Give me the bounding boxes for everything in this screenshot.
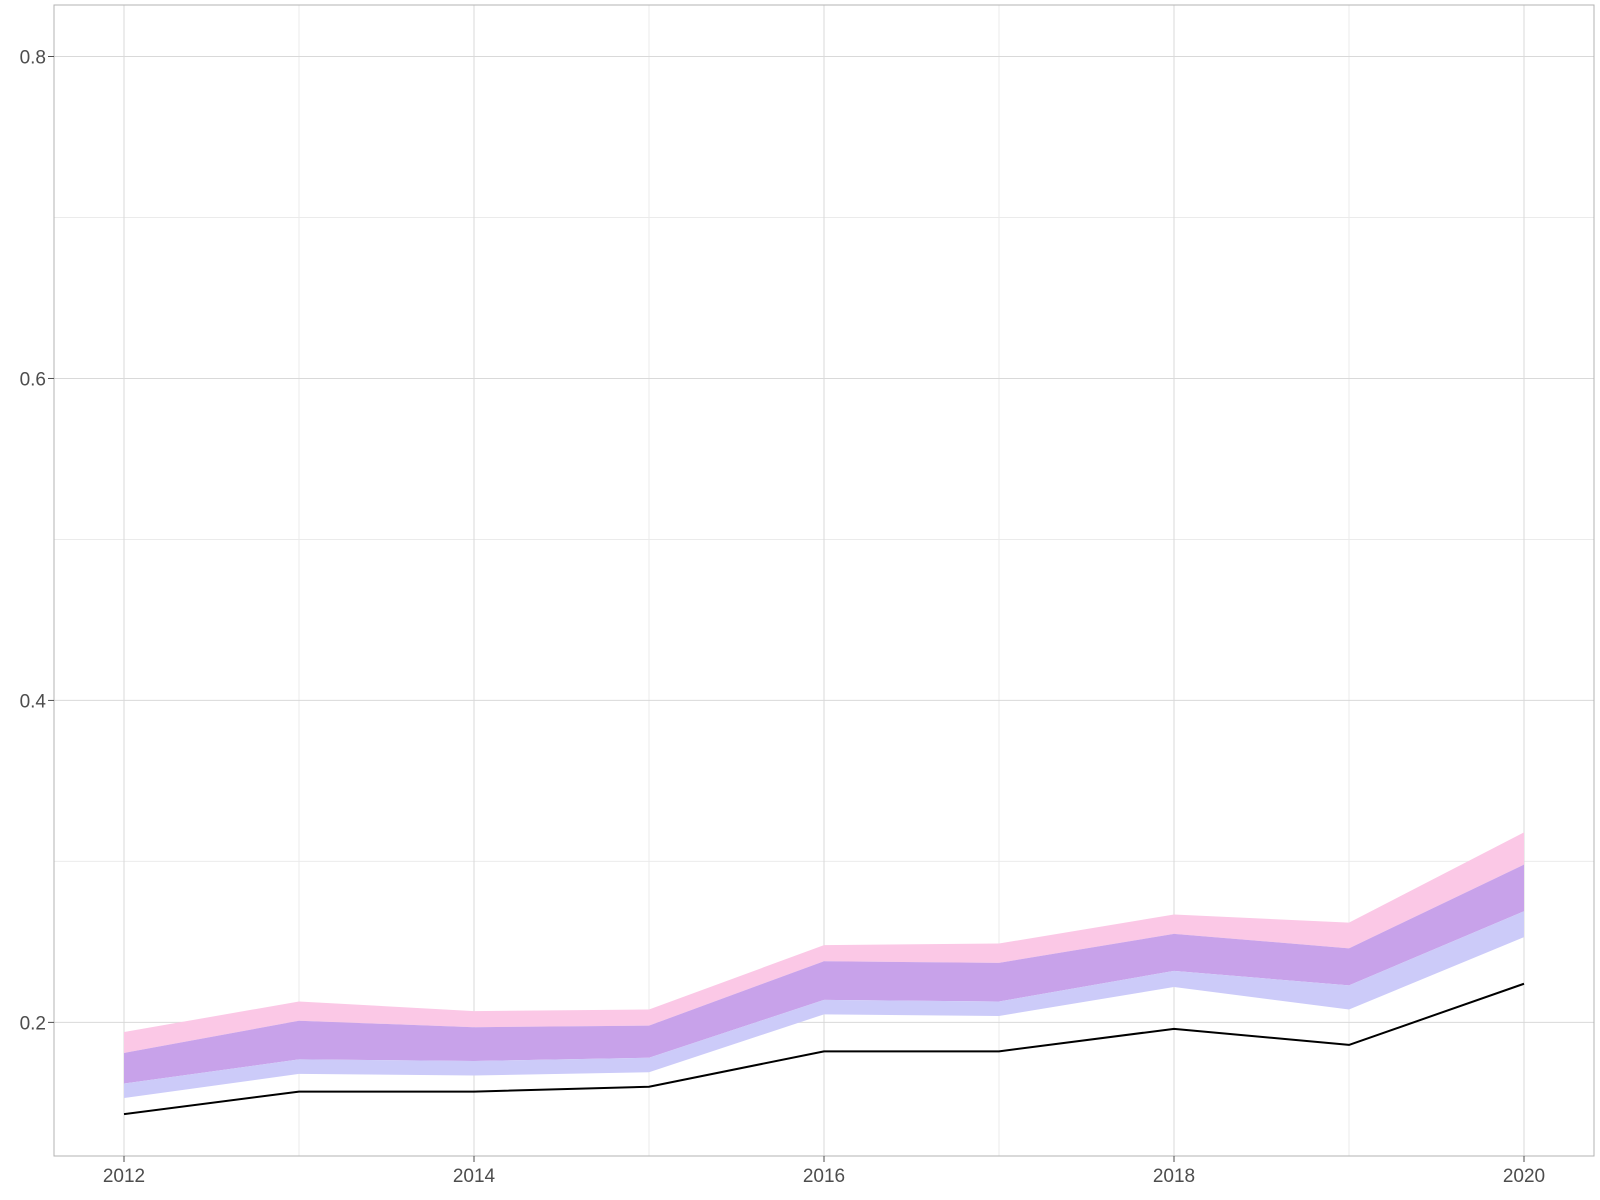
- x-tick-label: 2020: [1503, 1166, 1545, 1187]
- y-tick-label: 0.2: [20, 1013, 46, 1034]
- y-tick-label: 0.8: [20, 48, 46, 69]
- series-lines: [123, 982, 1525, 1116]
- x-tick-label: 2016: [803, 1166, 845, 1187]
- x-axis: 2012 2014 2016 2018 2020: [103, 1156, 1545, 1187]
- band-3: [124, 911, 1524, 1099]
- confidence-bands: [124, 832, 1524, 1099]
- plot-area: [53, 4, 1595, 1157]
- x-tick-label: 2018: [1153, 1166, 1195, 1187]
- band-2: [124, 864, 1524, 1084]
- x-tick-label: 2012: [103, 1166, 145, 1187]
- y-axis: 0.2 0.4 0.6 0.8: [20, 48, 54, 1034]
- y-tick-label: 0.4: [20, 691, 47, 712]
- x-tick-label: 2014: [453, 1166, 496, 1187]
- y-tick-label: 0.6: [20, 369, 46, 390]
- series-line: [123, 982, 1525, 1116]
